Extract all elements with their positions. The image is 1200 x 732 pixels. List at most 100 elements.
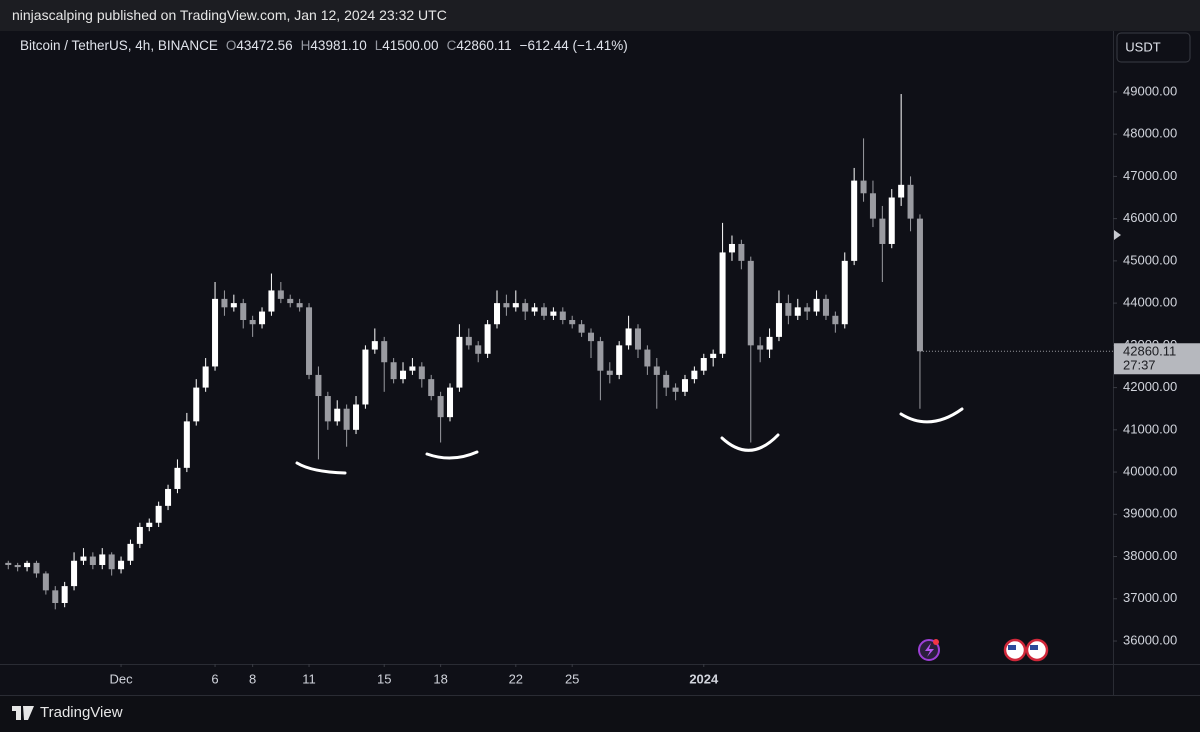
y-tick-label: 37000.00 xyxy=(1123,590,1177,605)
last-price-tag xyxy=(1114,343,1200,375)
open-value: 43472.56 xyxy=(236,38,293,53)
candle-body xyxy=(465,336,472,346)
candle-body xyxy=(663,374,670,388)
candle-body xyxy=(296,303,303,308)
candle-body xyxy=(202,366,209,388)
candle-body xyxy=(785,303,792,316)
candle-body xyxy=(644,349,651,367)
scale-marker xyxy=(1114,230,1121,240)
candle-body xyxy=(52,590,59,604)
drawn-arc xyxy=(425,450,479,460)
candle-body xyxy=(418,366,425,380)
candle-body xyxy=(456,336,463,388)
x-tick-label: 2024 xyxy=(689,671,719,686)
y-tick-label: 44000.00 xyxy=(1123,295,1177,310)
candle-body xyxy=(559,311,566,321)
drawn-arc xyxy=(295,461,347,475)
candle-body xyxy=(61,586,68,604)
event-icons xyxy=(918,638,1049,662)
y-tick-label: 45000.00 xyxy=(1123,252,1177,267)
candle-body xyxy=(409,366,416,371)
candle-body xyxy=(832,315,839,325)
candle-body xyxy=(653,366,660,375)
candle-body xyxy=(700,358,707,371)
candle-body xyxy=(183,421,190,468)
candle-body xyxy=(841,260,848,325)
x-tick-label: 6 xyxy=(211,671,218,686)
candle-body xyxy=(108,554,115,570)
candle-body xyxy=(230,303,237,308)
drawn-arc xyxy=(899,407,964,424)
y-tick-label: 49000.00 xyxy=(1123,83,1177,98)
x-tick-label: 22 xyxy=(509,671,523,686)
candle-body xyxy=(757,345,764,350)
candle-body xyxy=(212,298,219,367)
publish-bar: ninjascalping published on TradingView.c… xyxy=(0,0,1200,31)
x-tick-label: 11 xyxy=(302,671,316,686)
candle-body xyxy=(775,303,782,337)
candle-body xyxy=(155,505,162,523)
y-tick-label: 36000.00 xyxy=(1123,632,1177,647)
flag-canton xyxy=(1008,645,1016,650)
candle-body xyxy=(14,564,21,568)
candle-body xyxy=(578,324,585,333)
candle-body xyxy=(99,554,106,565)
candle-body xyxy=(616,345,623,375)
candle-body xyxy=(400,370,407,380)
candle-body xyxy=(324,396,331,422)
candle-body xyxy=(484,324,491,354)
candle-body xyxy=(174,467,181,489)
candle-body xyxy=(672,387,679,392)
candle-body xyxy=(277,290,284,299)
candle-body xyxy=(822,298,829,316)
candle-body xyxy=(869,193,876,219)
candle-body xyxy=(80,556,87,561)
candle-body xyxy=(165,488,172,506)
candle-body xyxy=(136,526,143,544)
candle-body xyxy=(390,362,397,380)
legend: Bitcoin / TetherUS, 4h, BINANCE O43472.56… xyxy=(20,38,628,53)
candle-body xyxy=(888,197,895,244)
candle-body xyxy=(738,243,745,261)
x-tick-label: 8 xyxy=(249,671,256,686)
currency-button[interactable] xyxy=(1116,32,1191,63)
x-tick-label: 15 xyxy=(377,671,391,686)
candle-body xyxy=(315,374,322,397)
candle-body xyxy=(550,311,557,316)
low-label: L xyxy=(374,38,383,53)
candle-body xyxy=(33,562,40,574)
candle-body xyxy=(804,307,811,312)
candle-body xyxy=(353,404,360,430)
logo-shape xyxy=(12,705,34,720)
candle-body xyxy=(681,379,688,392)
candle-body xyxy=(540,307,548,316)
candle-body xyxy=(343,408,350,430)
candle-body xyxy=(127,543,134,561)
candle-body xyxy=(522,303,529,312)
candle-body xyxy=(5,562,12,565)
low-value: 41500.00 xyxy=(382,38,439,53)
candle-body xyxy=(193,387,200,422)
candle-body xyxy=(371,341,378,350)
candle-body xyxy=(719,252,726,354)
drawings xyxy=(295,407,964,475)
candle-body xyxy=(42,573,49,591)
high-label: H xyxy=(300,38,311,53)
candle-body xyxy=(240,303,247,321)
candle-body xyxy=(71,560,78,587)
x-tick-label: 18 xyxy=(433,671,447,686)
candle-body xyxy=(447,387,454,418)
y-tick-label: 41000.00 xyxy=(1123,421,1177,436)
candle-body xyxy=(512,303,519,308)
x-tick-label: 25 xyxy=(565,671,579,686)
y-tick-label: 40000.00 xyxy=(1123,464,1177,479)
candle-body xyxy=(813,298,820,312)
y-tick-label: 48000.00 xyxy=(1123,126,1177,141)
brand: TradingView xyxy=(40,704,123,721)
open-label: O xyxy=(225,38,237,53)
symbol[interactable]: Bitcoin / TetherUS, 4h, BINANCE xyxy=(20,38,218,53)
y-tick-label: 38000.00 xyxy=(1123,548,1177,563)
currency: USDT xyxy=(1125,39,1160,54)
